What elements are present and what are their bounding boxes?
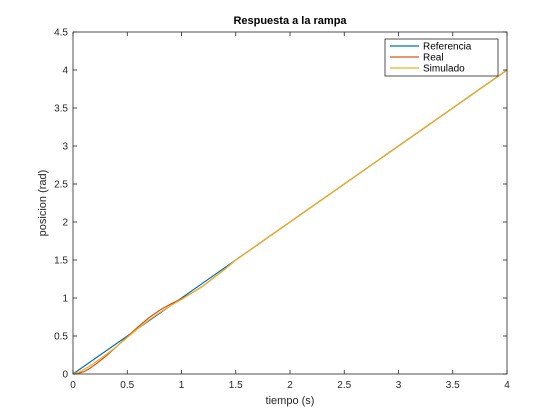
series-line-simulado xyxy=(72,69,508,375)
x-tick-label: 3 xyxy=(396,380,402,391)
x-tick-label: 2 xyxy=(287,380,293,391)
x-tick-label: 1 xyxy=(179,380,185,391)
x-tick-label: 3.5 xyxy=(446,380,460,391)
x-tick-label: 1.5 xyxy=(229,380,243,391)
x-tick-label: 0 xyxy=(70,380,76,391)
y-tick-label: 4.5 xyxy=(54,28,68,39)
legend-label-referencia: Referencia xyxy=(423,42,472,53)
x-tick-label: 4 xyxy=(504,380,510,391)
y-tick-label: 1 xyxy=(62,294,68,305)
x-tick-label: 2.5 xyxy=(337,380,351,391)
series-layer xyxy=(72,69,508,375)
x-tick-label: 0.5 xyxy=(120,380,134,391)
chart-title: Respuesta a la rampa xyxy=(233,15,347,27)
y-tick-label: 1.5 xyxy=(54,256,68,267)
y-tick-label: 2.5 xyxy=(54,180,68,191)
y-tick-label: 0 xyxy=(62,370,68,381)
y-tick-label: 3 xyxy=(62,142,68,153)
y-tick-label: 2 xyxy=(62,218,68,229)
legend-label-simulado: Simulado xyxy=(423,64,465,75)
x-axis-label: tiempo (s) xyxy=(266,395,315,407)
y-tick-label: 3.5 xyxy=(54,104,68,115)
y-tick-label: 4 xyxy=(62,66,68,77)
plot-area xyxy=(73,32,507,374)
y-axis-label: posicion (rad) xyxy=(37,170,49,237)
legend-label-real: Real xyxy=(423,53,444,64)
axes-layer: 0 0.5 1 1.5 2 2.5 3 3.5 4 0 0.5 1 1.5 2 2.5 3 3.5 4 4.5 xyxy=(54,28,510,392)
y-tick-label: 0.5 xyxy=(54,332,68,343)
